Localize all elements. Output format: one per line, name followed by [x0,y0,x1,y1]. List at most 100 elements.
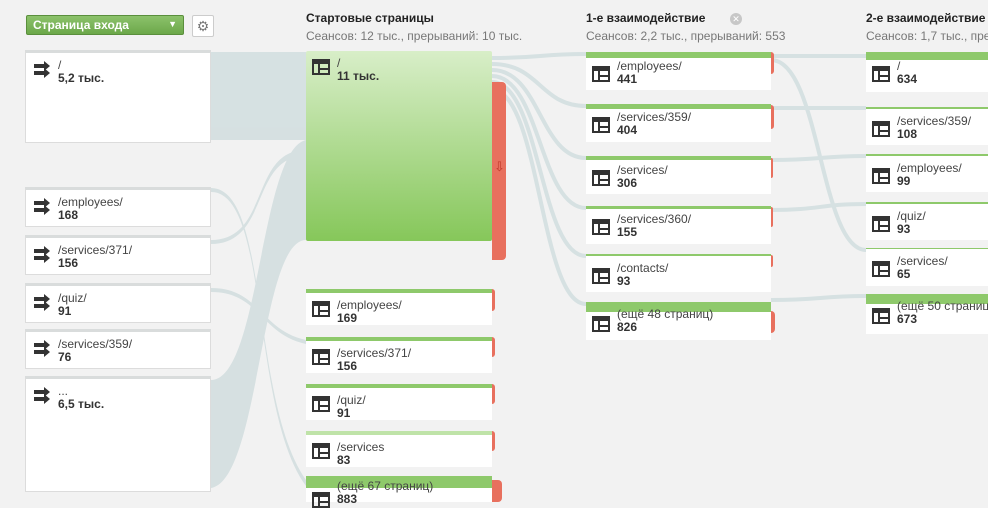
interaction1-node[interactable]: /services/306 [586,156,771,194]
interaction1-node[interactable]: (ещё 48 страниц) 826 [586,302,771,340]
page-icon [592,316,610,332]
start-page-node[interactable]: /employees/169 [306,289,492,325]
node-value: 156 [58,256,79,270]
start-page-node[interactable]: /quiz/91 [306,384,492,420]
interaction2-node[interactable]: /services/359/108 [866,107,988,145]
interaction2-node[interactable]: /634 [866,52,988,92]
node-label: /quiz/ [58,291,87,305]
dropoff-bar[interactable] [771,207,773,227]
start-page-node[interactable]: /11 тыс. [306,51,492,241]
node-label: /quiz/ [897,209,926,223]
node-value: 108 [897,127,918,141]
node-value: 156 [337,359,358,373]
node-label: /contacts/ [617,261,669,275]
dropoff-bar[interactable] [492,480,502,502]
node-label: /services/360/ [617,212,692,226]
node-label: /services/371/ [58,243,133,257]
node-label: / [58,58,62,72]
node-label: /services/ [617,163,668,177]
interaction1-node[interactable]: /services/359/404 [586,104,771,142]
interaction2-node[interactable]: (ещё 50 страниц) 673 [866,294,988,334]
dropoff-bar[interactable] [771,255,773,267]
start-page-node[interactable]: (ещё 67 страниц) 883 [306,476,492,508]
node-label: / [337,56,341,70]
dropoff-bar[interactable] [771,105,774,129]
node-value: 168 [58,208,79,222]
node-label: /services/359/ [617,110,692,124]
column-header-step1: 1-е взаимодействие Сеансов: 2,2 тыс., пр… [586,11,785,43]
interaction1-node[interactable]: /employees/441 [586,52,771,90]
page-icon [592,170,610,186]
column-title: 2-е взаимодействие [866,11,986,25]
dropoff-bar[interactable] [492,82,506,260]
column-subtitle: Сеансов: 12 тыс., прерываний: 10 тыс. [306,29,523,43]
interaction2-node[interactable]: /services/65 [866,248,988,286]
dimension-select[interactable]: Страница входа ▼ [26,15,184,35]
node-value: 91 [58,304,72,318]
page-icon [872,308,890,324]
start-page-node[interactable]: /services 83 [306,431,492,467]
page-icon [592,268,610,284]
source-node[interactable]: /services/371/156 [25,235,211,275]
source-node[interactable]: ... 6,5 тыс. [25,376,211,492]
column-header-step2: 2-е взаимодействие Сеансов: 1,7 тыс., пр… [866,11,988,43]
page-icon [312,59,330,75]
node-label: /employees/ [897,161,962,175]
node-value: 76 [58,350,72,364]
source-node[interactable]: /employees/168 [25,187,211,227]
node-value: 306 [617,176,638,190]
interaction2-node[interactable]: /quiz/93 [866,202,988,240]
node-value: 93 [617,274,631,288]
entrance-arrow-icon [34,340,50,357]
node-label: (ещё 48 страниц) [617,307,714,321]
node-value: 91 [337,406,351,420]
node-label: (ещё 67 страниц) [337,479,434,493]
node-label: /employees/ [337,298,402,312]
node-value: 155 [617,225,638,239]
source-node[interactable]: /quiz/91 [25,283,211,323]
column-subtitle: Сеансов: 1,7 тыс., прерыв [866,29,988,43]
node-label: /quiz/ [337,393,366,407]
node-value: 65 [897,267,911,281]
source-node[interactable]: /5,2 тыс. [25,50,211,143]
column-title: 1-е взаимодействие [586,11,706,25]
dropoff-bar[interactable] [492,289,495,311]
settings-gear-button[interactable]: ⚙ [192,15,214,37]
node-label: /services/359/ [58,337,133,351]
node-label: /services/371/ [337,346,412,360]
page-icon [592,66,610,82]
column-subtitle: Сеансов: 2,2 тыс., прерываний: 553 [586,29,786,43]
node-value: 11 тыс. [337,69,380,83]
node-value: 169 [337,311,358,325]
page-icon [312,492,330,508]
dropoff-bar[interactable] [492,431,495,451]
chevron-down-icon: ▼ [168,19,177,29]
node-label: ... [58,384,69,398]
node-value: 404 [617,123,638,137]
dropoff-bar[interactable] [771,158,773,178]
node-value: 93 [897,222,911,236]
start-page-node[interactable]: /services/371/156 [306,337,492,373]
node-value: 83 [337,453,351,467]
dropoff-bar[interactable] [492,337,495,357]
source-node[interactable]: /services/359/76 [25,329,211,369]
interaction2-node[interactable]: /employees/99 [866,154,988,192]
dropoff-bar[interactable] [492,384,495,404]
page-icon [872,121,890,137]
column-header-start: Стартовые страницы Сеансов: 12 тыс., пре… [306,11,522,43]
remove-step-close-icon[interactable]: ✕ [730,13,742,25]
page-icon [312,443,330,459]
dropoff-arrow-icon: ⇩ [494,159,505,174]
node-value: 99 [897,174,911,188]
entrance-arrow-icon [34,246,50,263]
node-value: 5,2 тыс. [58,71,105,85]
interaction1-node[interactable]: /contacts/93 [586,254,771,292]
page-icon [872,261,890,277]
dropoff-bar[interactable] [771,311,775,333]
interaction1-node[interactable]: /services/360/155 [586,206,771,244]
node-label: (ещё 50 страниц) [897,299,988,313]
entrance-arrow-icon [34,294,50,311]
gear-icon: ⚙ [196,17,210,34]
page-icon [872,168,890,184]
dropoff-bar[interactable] [771,52,774,74]
